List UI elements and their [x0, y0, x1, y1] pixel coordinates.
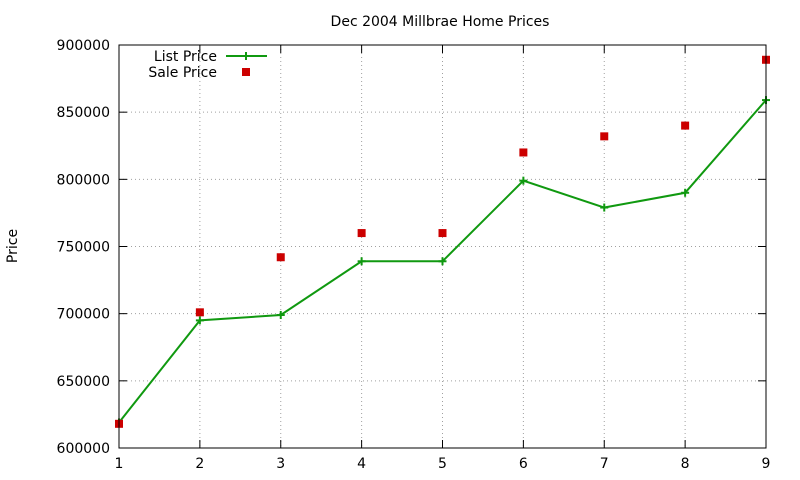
legend-label: Sale Price: [148, 65, 217, 81]
data-point: [600, 203, 609, 212]
legend-marker: [242, 68, 250, 76]
data-point: [519, 176, 528, 185]
data-point: [276, 311, 285, 320]
x-tick-label: 6: [519, 456, 528, 472]
x-tick-label: 5: [438, 456, 447, 472]
plot-frame: [118, 44, 767, 449]
legend-item: List Price: [154, 49, 267, 65]
x-tick-label: 2: [195, 456, 204, 472]
x-tick-label: 7: [600, 456, 609, 472]
y-tick-label: 750000: [57, 240, 110, 256]
data-point: [357, 257, 366, 266]
x-tick-label: 3: [276, 456, 285, 472]
chart-title: Dec 2004 Millbrae Home Prices: [331, 14, 550, 30]
data-point: [681, 121, 690, 130]
legend-marker: [242, 52, 250, 60]
x-tick-label: 1: [115, 456, 124, 472]
y-tick-label: 650000: [57, 374, 110, 390]
axis-ticks: 600000 650000 700000 750000 800000 850000 9000…: [57, 38, 771, 472]
data-point: [357, 229, 366, 238]
y-axis-label: Price: [5, 229, 21, 263]
x-tick-label: 4: [357, 456, 366, 472]
y-tick-label: 850000: [57, 105, 110, 121]
data-point: [681, 188, 690, 197]
data-point: [195, 308, 204, 317]
grid: [119, 45, 766, 448]
data-point: [438, 229, 447, 238]
y-tick-label: 600000: [57, 441, 110, 457]
data-point: [438, 257, 447, 266]
x-tick-label: 8: [681, 456, 690, 472]
legend-item: Sale Price: [148, 65, 250, 81]
data-point: [195, 316, 204, 325]
data-point: [600, 132, 609, 141]
y-tick-label: 900000: [57, 38, 110, 54]
legend-label: List Price: [154, 49, 217, 65]
x-tick-label: 9: [762, 456, 771, 472]
y-tick-label: 700000: [57, 307, 110, 323]
data-point: [519, 148, 528, 157]
y-tick-label: 800000: [57, 172, 110, 188]
data-point: [276, 253, 285, 262]
